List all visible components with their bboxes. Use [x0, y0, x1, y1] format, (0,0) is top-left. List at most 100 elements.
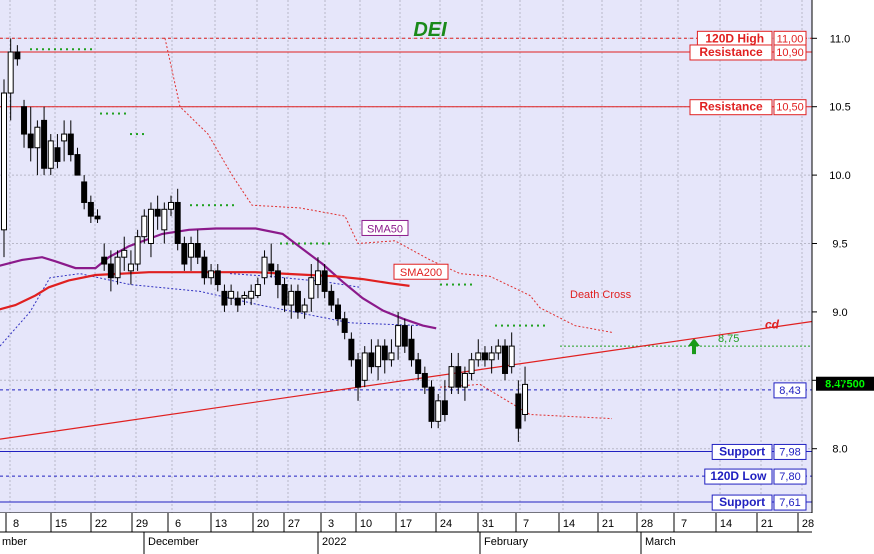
candle-body [274, 270, 281, 286]
parabolic-dot [525, 324, 527, 327]
candle [168, 195, 174, 217]
candle-body [121, 249, 128, 258]
sma200-label: SMA200 [400, 267, 442, 279]
candle-body [47, 140, 54, 169]
x-tick-label: 27 [288, 518, 300, 530]
candle [288, 284, 295, 319]
x-month-label: March [645, 536, 676, 548]
level-value-box [773, 99, 807, 116]
candle [201, 250, 208, 285]
candle [127, 250, 134, 285]
candle-body [381, 345, 388, 361]
x-tick-label: 20 [257, 518, 269, 530]
candle-body [234, 297, 241, 306]
candle [208, 264, 215, 285]
chart-title: DEI [413, 19, 447, 41]
candle-body [261, 256, 268, 279]
candle-body [488, 352, 495, 361]
parabolic-dot [208, 204, 210, 207]
candle-body [341, 318, 348, 333]
candle-body [321, 270, 328, 292]
candle-body [435, 400, 442, 422]
x-month-label: December [148, 536, 199, 548]
parabolic-dot [316, 242, 318, 245]
candle [81, 175, 88, 210]
parabolic-dot [232, 204, 234, 207]
candle-body [348, 338, 355, 361]
candle [41, 106, 48, 176]
candle [234, 291, 241, 312]
x-tick-label: 29 [136, 518, 148, 530]
parabolic-dot [464, 283, 466, 286]
x-tick-label: 15 [55, 518, 67, 530]
parabolic-dot [292, 242, 294, 245]
level-value: 7,61 [779, 497, 800, 509]
candle [475, 339, 482, 367]
candle [214, 264, 221, 292]
candle-body [388, 352, 395, 361]
candle-body [441, 400, 448, 416]
level-value: 10,90 [776, 47, 804, 59]
level-name: Support [719, 495, 765, 509]
candle [161, 202, 168, 244]
candle [87, 195, 94, 223]
sma200-label-box [393, 263, 449, 280]
step-line-blue-2 [229, 273, 361, 288]
parabolic-dot [106, 112, 108, 115]
candle [314, 257, 321, 299]
candle [74, 147, 81, 176]
candle [14, 45, 21, 66]
level-name-box [689, 44, 773, 61]
x-tick-label: 14 [563, 518, 575, 530]
candle [134, 229, 141, 271]
candle-body [147, 208, 154, 245]
candle-body [335, 304, 341, 320]
candle-body [1, 92, 7, 231]
candle [241, 291, 248, 306]
level-value: 10,50 [776, 102, 804, 114]
parabolic-dot [543, 324, 545, 327]
candle [481, 346, 488, 367]
x-tick-label: 21 [602, 518, 614, 530]
candle-body [214, 270, 221, 286]
candle [147, 202, 154, 258]
candle-body [314, 270, 321, 286]
candle-body [495, 345, 502, 354]
level-name: 120D High [705, 31, 764, 45]
parabolic-dot [507, 324, 509, 327]
candle-body [134, 236, 141, 265]
level-value: 11,00 [777, 33, 804, 45]
candle [428, 380, 435, 429]
parabolic-dot [54, 48, 56, 51]
candle-body [221, 290, 228, 306]
y-tick-label: 10.5 [829, 102, 850, 114]
level-name: Support [719, 444, 765, 458]
candle-body [107, 263, 114, 279]
candle-body [254, 284, 261, 296]
candle [67, 120, 74, 162]
candle [54, 134, 61, 169]
candle [281, 277, 288, 312]
x-tick-label: 8 [13, 518, 19, 530]
parabolic-dot [136, 133, 138, 136]
x-tick-label: 7 [523, 518, 529, 530]
candle [301, 298, 308, 319]
candle-body [328, 290, 335, 306]
candle-body [74, 154, 81, 176]
level-value: 8,43 [779, 385, 800, 397]
y-tick-label: 8.5 [832, 375, 847, 387]
parabolic-dot [226, 204, 228, 207]
candle-body [515, 393, 522, 429]
candle [368, 339, 375, 374]
parabolic-dot [470, 283, 472, 286]
candle [268, 243, 275, 278]
parabolic-dot [214, 204, 216, 207]
candle-body [201, 256, 208, 279]
candle-body [87, 201, 94, 217]
candle [461, 366, 468, 401]
candle [7, 38, 14, 121]
axes: 8.08.59.09.510.010.511.08 15 22 29 6 13 20 27 3 1… [0, 0, 851, 554]
candle [94, 209, 101, 223]
up-arrow-icon [688, 338, 700, 355]
candle-body [361, 352, 368, 381]
